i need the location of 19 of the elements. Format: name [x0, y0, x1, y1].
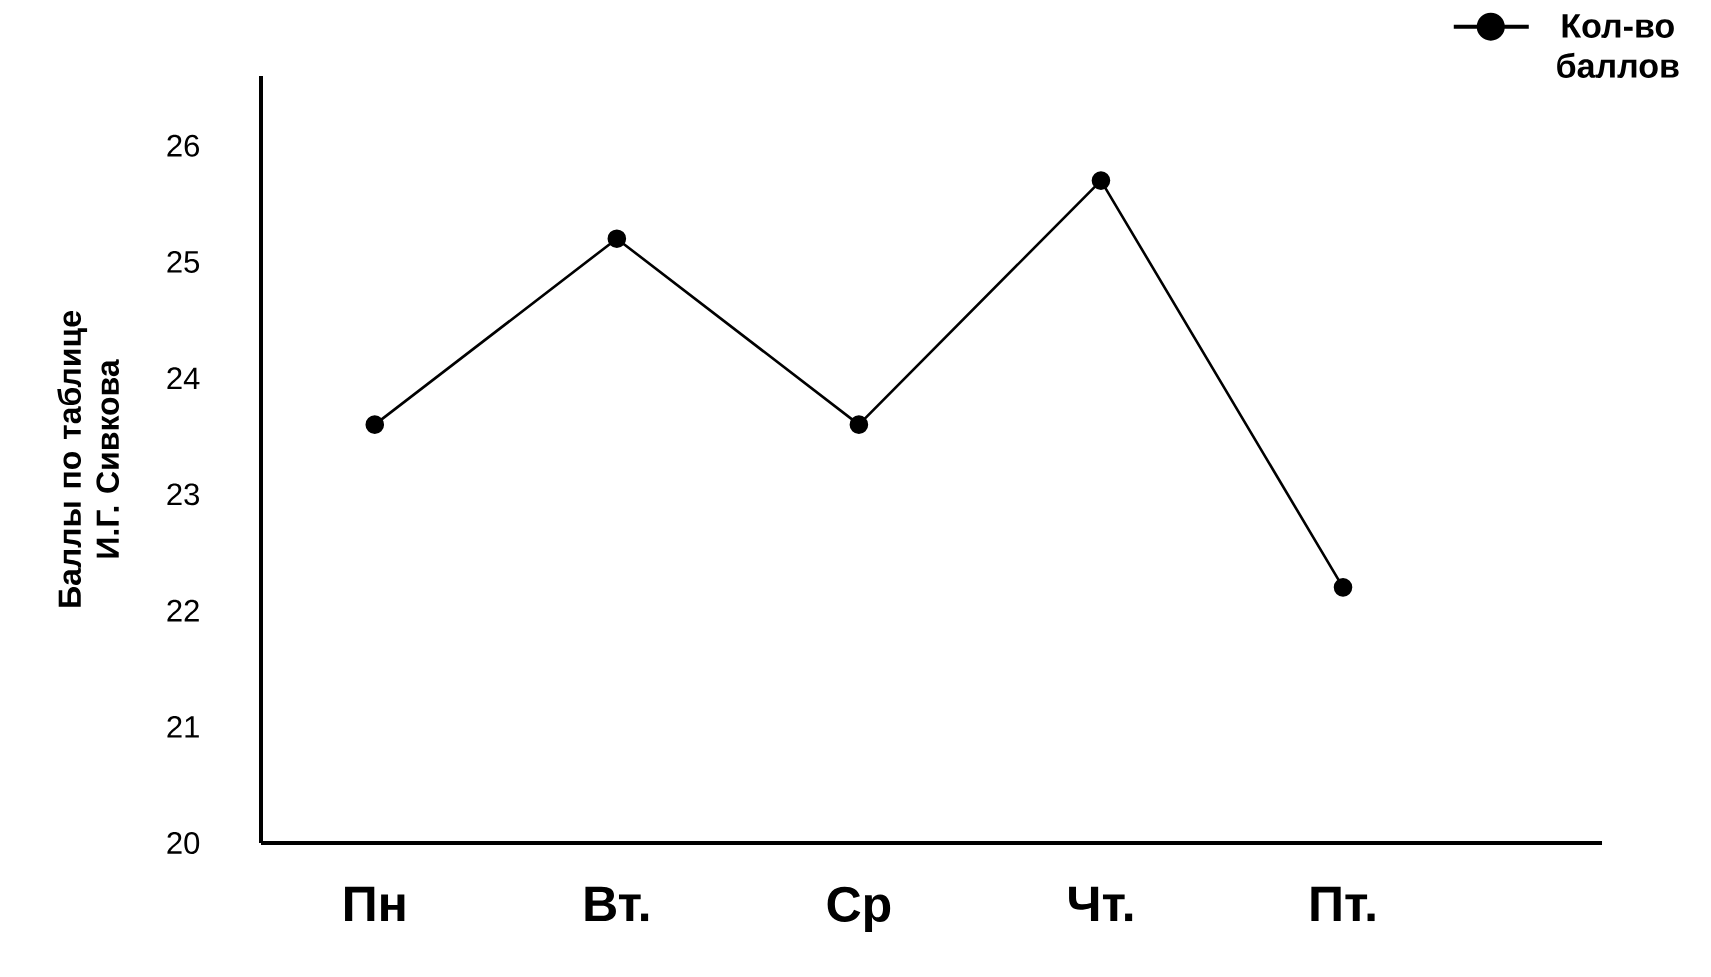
y-tick-label: 24 [167, 367, 200, 389]
y-tick-label: 25 [167, 250, 200, 273]
x-tick-label: Чт. [1069, 886, 1133, 922]
y-tick-label: 26 [167, 134, 199, 157]
legend-label: Кол-во баллов [1557, 14, 1679, 78]
y-tick-label: 23 [167, 483, 199, 506]
point [365, 415, 385, 434]
y-axis-title: Баллы по таблице И.Г. Сивкова [57, 311, 120, 607]
y-tick-label: 22 [167, 599, 199, 622]
point [1091, 171, 1111, 190]
y-tick-label: 21 [167, 715, 199, 738]
y-tick-label: 20 [167, 832, 200, 854]
point [849, 415, 869, 434]
x-tick-label: Пн [345, 886, 405, 922]
point [1333, 578, 1353, 597]
x-tick-label: Ср [827, 886, 891, 932]
x-tick-label: Вт. [585, 886, 649, 922]
point [607, 229, 627, 248]
x-tick-label: Пт. [1311, 886, 1375, 922]
